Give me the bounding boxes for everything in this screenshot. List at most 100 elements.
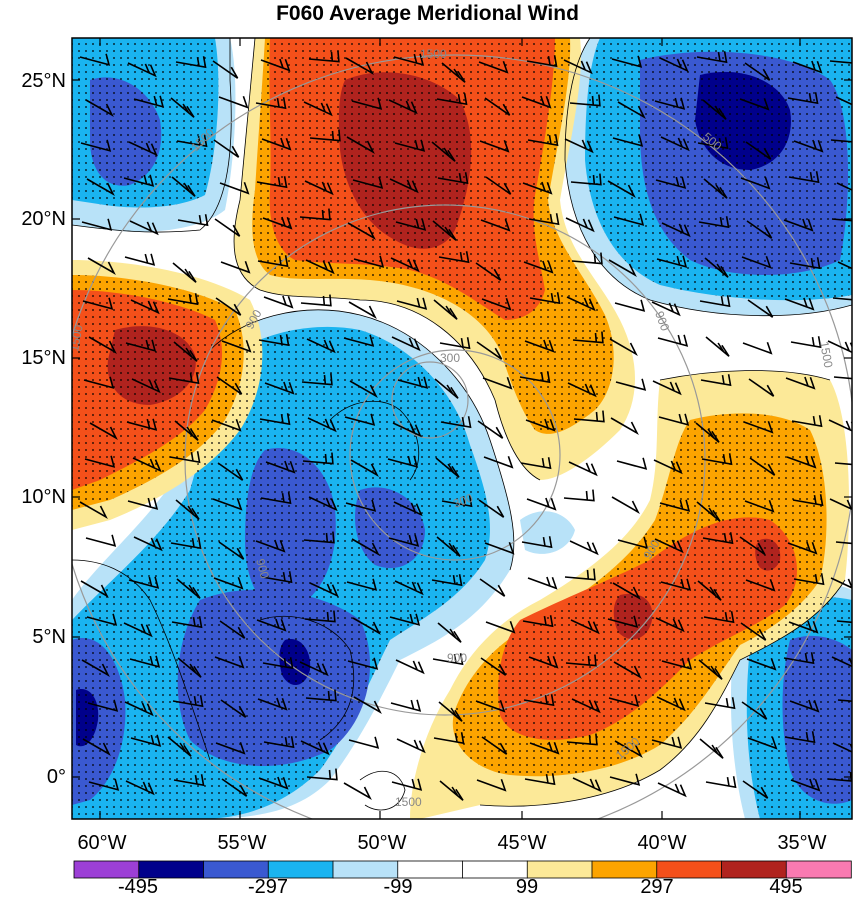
- wind-barb: [302, 452, 334, 465]
- wind-barb: [213, 139, 240, 158]
- wind-barb: [829, 498, 852, 511]
- wind-barb: [127, 497, 159, 510]
- lon-label-60w: 60°W: [77, 832, 127, 854]
- wind-barb: [783, 652, 815, 665]
- wind-barb: [703, 178, 728, 199]
- wind-barb: [306, 338, 336, 354]
- wind-barb: [656, 255, 688, 268]
- wind-barb: [128, 576, 160, 589]
- wind-barb: [739, 98, 770, 111]
- wind-barb: [123, 622, 153, 638]
- wind-barb: [740, 622, 767, 641]
- wind-barb: [303, 101, 333, 117]
- wind-barb: [476, 341, 503, 360]
- wind-barb: [346, 578, 378, 591]
- lon-label-45w: 45°W: [497, 832, 547, 854]
- wind-barb: [612, 134, 644, 147]
- wind-barb: [828, 419, 852, 432]
- wind-barb: [608, 694, 640, 707]
- wind-barb: [609, 338, 638, 357]
- wind-barb: [220, 261, 251, 274]
- wind-barb: [80, 139, 112, 152]
- wind-barb: [744, 500, 775, 513]
- wind-barb: [526, 497, 557, 511]
- wind-barb: [572, 777, 602, 793]
- wind-barb: [658, 413, 690, 426]
- wind-barb: [83, 376, 115, 389]
- wind-barb: [343, 782, 372, 801]
- wind-barb: [481, 298, 512, 311]
- wind-barb: [827, 340, 852, 354]
- wind-barb: [784, 297, 815, 311]
- wind-barb: [82, 738, 111, 757]
- wind-barb: [439, 337, 471, 350]
- wind-barb: [608, 259, 637, 278]
- wind-barb: [655, 617, 685, 633]
- wind-barb: [260, 58, 291, 72]
- wind-barb: [481, 736, 508, 755]
- wind-barb: [475, 700, 506, 713]
- wind-barb: [837, 261, 852, 270]
- wind-barb: [789, 699, 820, 713]
- wind-barb: [743, 421, 774, 434]
- wind-barb: [395, 659, 425, 675]
- wind-barb: [351, 97, 383, 110]
- wind-barb: [212, 60, 239, 79]
- wind-barb: [616, 457, 648, 470]
- contour-label: 900: [447, 651, 467, 665]
- wind-barb: [790, 336, 822, 349]
- wind-barb: [388, 99, 418, 115]
- wind-barb: [218, 96, 249, 109]
- wind-barb: [478, 61, 509, 74]
- wind-barb: [702, 99, 727, 120]
- wind-barb: [696, 51, 728, 64]
- wind-barb: [133, 95, 165, 108]
- wind-barb: [345, 499, 377, 512]
- wind-barb: [347, 222, 376, 241]
- wind-barb: [836, 620, 852, 624]
- wind-barb: [219, 182, 250, 195]
- wind-barb: [519, 371, 551, 384]
- wind-barb: [483, 456, 514, 469]
- lon-label-40w: 40°W: [637, 832, 687, 854]
- wind-barb: [477, 420, 504, 439]
- wind-barb: [352, 617, 381, 636]
- wind-barb: [525, 418, 556, 432]
- wind-barb: [308, 496, 338, 512]
- wind-barb: [217, 462, 244, 481]
- wind-barb: [744, 62, 771, 81]
- lat-label-25n: 25°N: [21, 70, 66, 92]
- wind-barb: [792, 494, 824, 507]
- wind-barb: [741, 701, 768, 720]
- wind-barb: [393, 501, 423, 517]
- wind-barb: [476, 779, 507, 792]
- wind-barb: [834, 462, 852, 466]
- wind-barb: [563, 489, 595, 502]
- wind-barb: [393, 53, 425, 66]
- wind-barb: [569, 94, 601, 107]
- wind-barb: [836, 182, 852, 191]
- wind-barb: [175, 56, 207, 69]
- wind-barb: [259, 413, 291, 426]
- wind-barb: [390, 699, 422, 712]
- wind-barb: [433, 732, 465, 745]
- lat-label-10n: 10°N: [21, 486, 66, 508]
- wind-barb: [438, 251, 470, 264]
- wind-barb: [747, 737, 778, 750]
- wind-barb: [128, 141, 158, 157]
- wind-barb: [133, 536, 163, 552]
- contour-label: 1500: [817, 340, 835, 369]
- lat-label-20n: 20°N: [21, 208, 66, 230]
- wind-barb: [485, 621, 516, 634]
- wind-barb: [129, 655, 161, 668]
- wind-barb: [85, 99, 114, 118]
- wind-barb: [348, 736, 380, 749]
- wind-barb: [745, 141, 772, 160]
- wind-barb: [124, 253, 156, 266]
- contour-label: 1500: [420, 47, 447, 61]
- wind-barb: [479, 578, 506, 597]
- wind-barb: [440, 416, 472, 429]
- wind-barb: [89, 422, 118, 441]
- wind-barb: [661, 657, 693, 670]
- wind-barb: [345, 57, 374, 76]
